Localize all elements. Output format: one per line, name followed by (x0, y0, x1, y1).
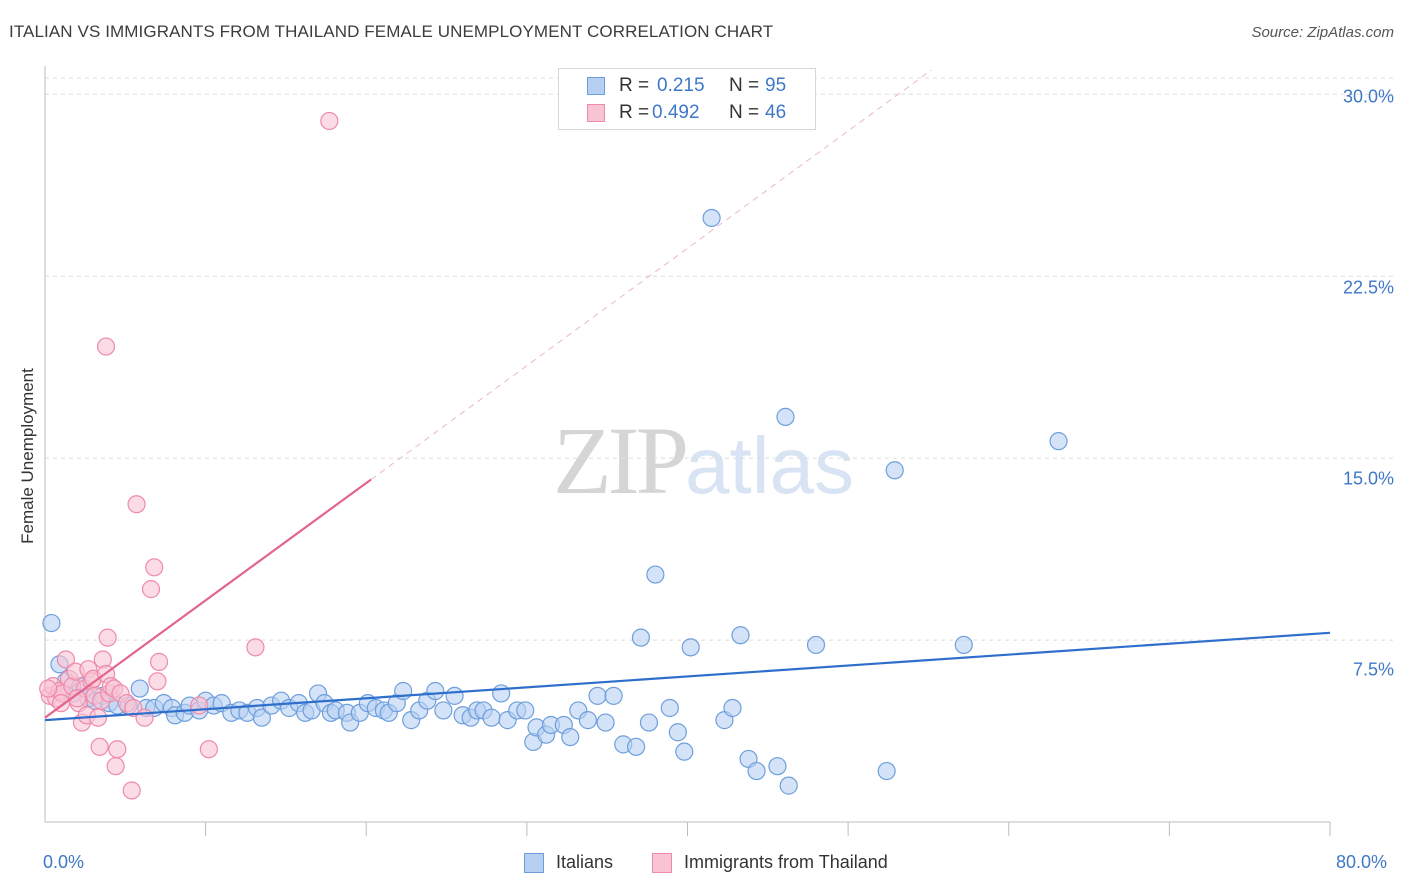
italians-point (639, 713, 659, 732)
watermark-zip: ZIP (553, 407, 689, 514)
italians-point (702, 208, 721, 228)
y-tick-label: 7.5% (1352, 659, 1394, 680)
thailand-point (141, 580, 161, 599)
italians-point (445, 686, 464, 705)
italians-point (768, 757, 787, 776)
thailand-point (68, 689, 87, 708)
thailand-point (39, 679, 58, 698)
italians-point (626, 737, 646, 756)
italians-point (779, 776, 798, 795)
italians-point (252, 708, 271, 727)
italians-point (747, 761, 766, 781)
watermark: ZIPatlas (553, 405, 854, 516)
x-tick-label: 0.0% (43, 852, 85, 872)
n-label: N = (729, 102, 760, 123)
thailand-point (190, 696, 209, 715)
y-tick-label: 22.5% (1342, 277, 1394, 298)
italians-point (604, 686, 623, 705)
thailand-trend-extension (370, 69, 932, 480)
italians-point (806, 635, 826, 655)
italians-point (426, 681, 445, 701)
italians-point (482, 708, 501, 727)
correlation-stats-box: R = 0.215 N = 95 R = 0.492 N = 46 (558, 68, 816, 130)
italians-point (731, 626, 750, 645)
italians-point (588, 686, 607, 705)
watermark-atlas: atlas (685, 421, 854, 510)
italians-point (668, 723, 687, 742)
thailand-point (122, 781, 141, 800)
italians-point (885, 461, 904, 480)
thailand-point (199, 740, 218, 759)
r-value: 0.215 (657, 75, 705, 96)
x-tick-label: 80.0% (1336, 852, 1388, 872)
r-label: R = (619, 75, 650, 96)
italians-point (660, 698, 679, 718)
y-tick-label: 15.0% (1342, 468, 1394, 489)
italians-point (578, 711, 598, 730)
thailand-point (98, 628, 117, 647)
thailand-point (320, 111, 339, 131)
thailand-point (106, 757, 125, 776)
thailand-point (145, 558, 164, 577)
italians-point (675, 742, 694, 761)
italians-point (516, 701, 535, 720)
italians-point (42, 613, 61, 633)
italians-legend-swatch (524, 853, 544, 873)
n-value: 95 (765, 75, 787, 96)
thailand-legend-swatch (652, 853, 672, 873)
italians-point (776, 407, 795, 426)
thailand-point (108, 740, 127, 759)
thailand-point (56, 650, 75, 669)
italians-point (954, 635, 973, 655)
italians-point (596, 713, 615, 732)
thailand-trend-line (44, 478, 372, 719)
legend-label: Immigrants from Thailand (684, 852, 888, 872)
thailand-swatch (587, 104, 605, 122)
n-label: N = (729, 75, 760, 96)
italians-point (877, 761, 896, 781)
italians-point (723, 698, 742, 718)
italians-point (561, 727, 580, 747)
thailand-point (135, 708, 154, 727)
y-axis-label: Female Unemployment (18, 368, 37, 544)
thailand-point (246, 638, 265, 657)
thailand-point (127, 495, 146, 514)
r-label: R = (619, 102, 650, 123)
italians-trend-line (44, 631, 1331, 722)
italians-point (130, 679, 149, 698)
chart-title: ITALIAN VS IMMIGRANTS FROM THAILAND FEMA… (9, 22, 774, 41)
legend-label: Italians (556, 852, 614, 872)
italians-point (1049, 432, 1068, 451)
italians-point (434, 701, 453, 720)
y-tick-label: 30.0% (1342, 86, 1394, 107)
source-label: Source: ZipAtlas.com (1251, 24, 1394, 41)
italians-point (492, 684, 511, 703)
italians-point (646, 565, 665, 584)
thailand-point (148, 672, 167, 691)
n-value: 46 (765, 102, 787, 123)
r-value: 0.492 (652, 102, 700, 123)
thailand-point (96, 337, 116, 356)
italians-point (631, 628, 651, 647)
thailand-point (149, 652, 169, 671)
italians-swatch (587, 77, 605, 95)
italians-point (681, 638, 700, 657)
thailand-point (90, 737, 109, 756)
